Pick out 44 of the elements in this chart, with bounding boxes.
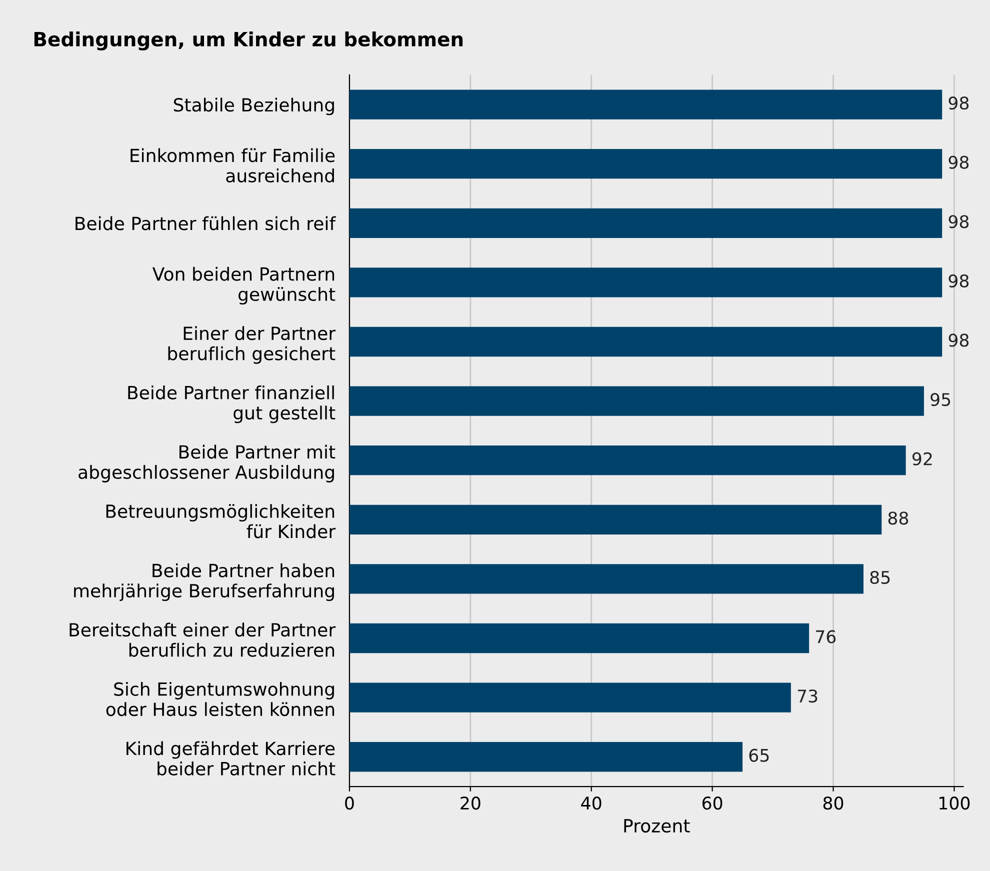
x-tick-label: 0 <box>345 796 354 810</box>
data-label: 98 <box>948 96 969 110</box>
y-tick-label: Kind gefährdet Karriere beider Partner nicht <box>126 741 336 776</box>
bar <box>349 208 942 238</box>
y-tick-label: Einkommen für Familie ausreichend <box>130 148 335 182</box>
bar <box>349 446 906 476</box>
bar <box>349 268 942 298</box>
y-tick-label: Beide Partner fühlen sich reif <box>76 216 336 230</box>
bar <box>349 623 810 654</box>
x-tick-label: 60 <box>702 796 722 810</box>
y-tick-label: Von beiden Partnern gewünscht <box>152 266 336 305</box>
data-label: 98 <box>948 334 969 347</box>
data-label: 92 <box>912 452 932 466</box>
data-label: 98 <box>948 215 969 228</box>
y-tick-label: Beide Partner haben mehrjährige Berufserfahrung <box>74 563 334 602</box>
bar <box>349 564 864 594</box>
bar <box>349 682 791 712</box>
data-label: 98 <box>948 156 969 169</box>
y-tick-label: Sich Eigentumswohnung oder Haus leisten können <box>106 682 334 716</box>
y-tick-label: Einer der Partner beruflich gesichert <box>168 326 336 364</box>
y-tick-label: Betreuungsmöglichkeiten für Kinder <box>106 504 336 538</box>
data-label: 88 <box>888 512 908 525</box>
data-label: 98 <box>948 274 969 288</box>
x-tick-label: 40 <box>581 796 602 810</box>
y-tick-label: Bereitschaft einer der Partner beruflich zu reduzieren <box>70 622 336 657</box>
y-tick-label: Beide Partner mit abgeschlossener Ausbildung <box>78 444 336 482</box>
bar <box>349 504 882 534</box>
x-tick-label: 100 <box>940 796 970 810</box>
data-label: 95 <box>930 392 950 406</box>
x-tick-label: 80 <box>823 796 844 810</box>
data-label: 73 <box>798 689 818 703</box>
bar <box>349 149 942 179</box>
data-label: 85 <box>870 570 890 584</box>
x-axis-title: Prozent <box>624 819 690 833</box>
chart-title: Bedingungen, um Kinder zu bekommen <box>34 31 463 50</box>
bar <box>349 742 743 772</box>
bar <box>349 90 942 120</box>
bar <box>349 386 924 416</box>
y-tick-label: Stabile Beziehung <box>174 98 334 116</box>
data-label: 65 <box>749 748 769 762</box>
bar <box>349 326 942 357</box>
x-tick-label: 20 <box>460 796 480 810</box>
y-tick-label: Beide Partner finanziell gut gestellt <box>128 385 336 424</box>
data-label: 76 <box>816 630 836 644</box>
